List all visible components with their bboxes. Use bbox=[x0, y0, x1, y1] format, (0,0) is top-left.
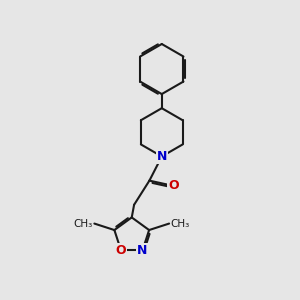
Text: O: O bbox=[168, 179, 179, 192]
Text: N: N bbox=[137, 244, 148, 257]
Text: CH₃: CH₃ bbox=[171, 219, 190, 229]
Text: N: N bbox=[157, 150, 167, 163]
Text: CH₃: CH₃ bbox=[74, 219, 93, 229]
Text: O: O bbox=[116, 244, 126, 257]
